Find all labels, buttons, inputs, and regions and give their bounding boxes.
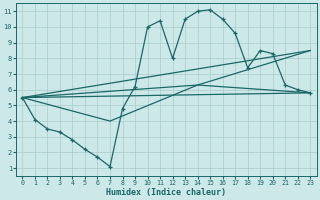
X-axis label: Humidex (Indice chaleur): Humidex (Indice chaleur): [106, 188, 226, 197]
